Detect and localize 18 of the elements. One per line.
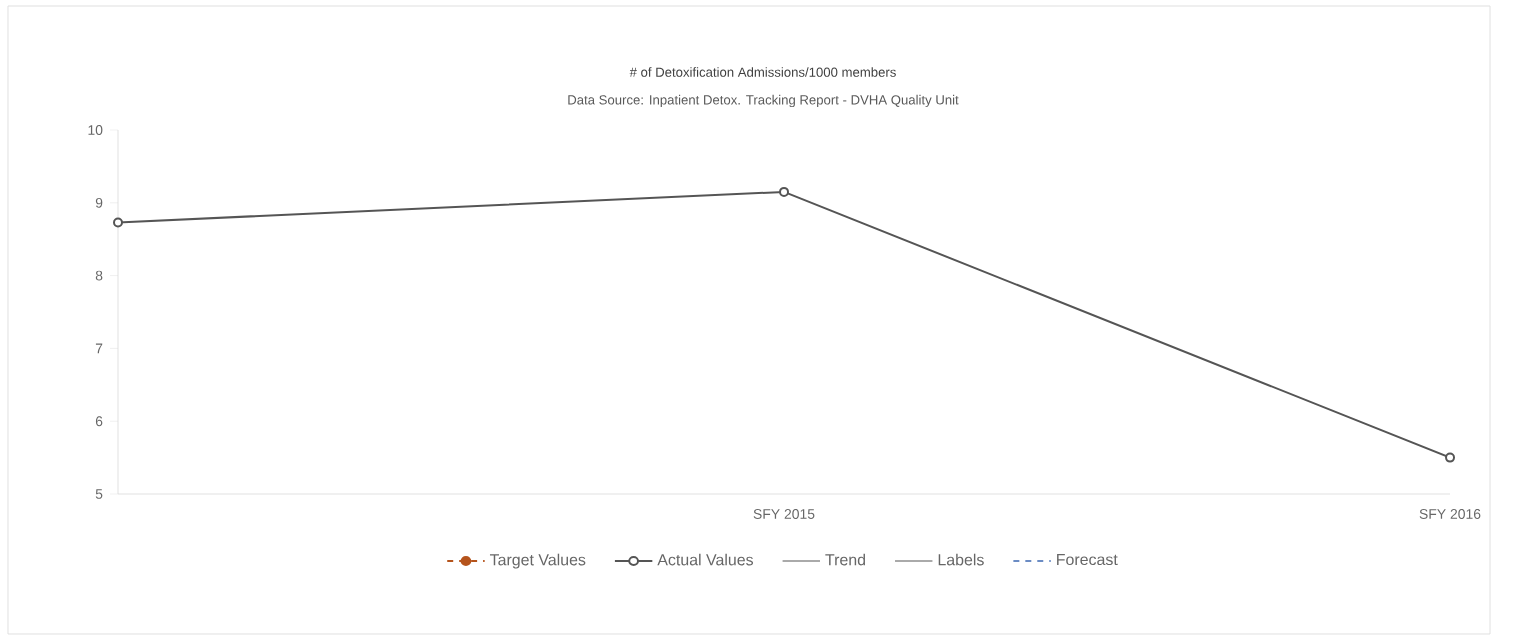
legend-label: Labels bbox=[938, 553, 984, 566]
legend-label: Target Values bbox=[489, 553, 586, 569]
chart-subtitle: Data Source: Inpatient Detox. Tracking Report - DVHA Quality Unit bbox=[568, 94, 959, 108]
y-tick-label: 5 bbox=[95, 489, 103, 499]
legend-label: Forecast bbox=[1057, 554, 1118, 566]
x-tick-label: SFY 2016 bbox=[1419, 509, 1481, 519]
point bbox=[779, 186, 790, 197]
chart-title: # of Detoxification Admissions/1000 members bbox=[629, 67, 896, 77]
legend-label: Actual Values bbox=[657, 553, 754, 566]
y-tick-label: 6 bbox=[95, 416, 103, 427]
x-tick-label: SFY 2015 bbox=[753, 509, 815, 519]
legend-label: Trend bbox=[825, 553, 866, 566]
y-tick-label: 8 bbox=[95, 270, 103, 281]
y-tick-label: 7 bbox=[95, 343, 103, 354]
y-tick-label: 9 bbox=[95, 197, 103, 208]
y-tick-label: 10 bbox=[88, 125, 103, 135]
point bbox=[113, 217, 123, 228]
point bbox=[1445, 452, 1456, 463]
